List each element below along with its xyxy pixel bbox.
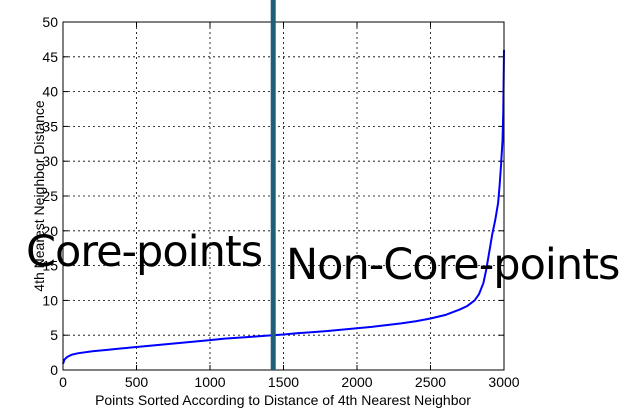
x-tick-label: 0 <box>59 374 67 390</box>
x-axis-ticks: 0 500 1000 1500 2000 2500 3000 <box>59 22 520 390</box>
y-tick-label: 15 <box>42 258 58 274</box>
plot-frame <box>62 21 505 371</box>
y-tick-label: 30 <box>42 153 58 169</box>
x-tick-label: 3000 <box>488 374 519 390</box>
x-tick-label: 1500 <box>268 374 299 390</box>
x-tick-label: 2000 <box>341 374 372 390</box>
y-axis-ticks: 0 5 10 15 20 25 30 35 40 45 50 <box>42 14 504 378</box>
y-tick-label: 25 <box>42 188 58 204</box>
y-tick-label: 20 <box>42 223 58 239</box>
y-tick-label: 40 <box>42 84 58 100</box>
annotation-non-core-points: Non-Core-points <box>286 240 619 290</box>
y-tick-label: 35 <box>42 118 58 134</box>
y-tick-label: 5 <box>50 327 58 343</box>
gridlines <box>63 22 504 370</box>
y-tick-label: 50 <box>42 14 58 30</box>
x-axis-label: Points Sorted According to Distance of 4… <box>95 392 471 408</box>
x-tick-label: 1000 <box>194 374 225 390</box>
x-tick-label: 500 <box>125 374 149 390</box>
y-tick-label: 0 <box>50 362 58 378</box>
y-tick-label: 45 <box>42 49 58 65</box>
x-tick-label: 2500 <box>415 374 446 390</box>
series-line <box>62 49 505 365</box>
y-axis-label: 4th Nearest Neighbor Distance <box>31 100 47 292</box>
annotation-core-points: Core-points <box>26 227 262 277</box>
y-tick-label: 10 <box>42 292 58 308</box>
